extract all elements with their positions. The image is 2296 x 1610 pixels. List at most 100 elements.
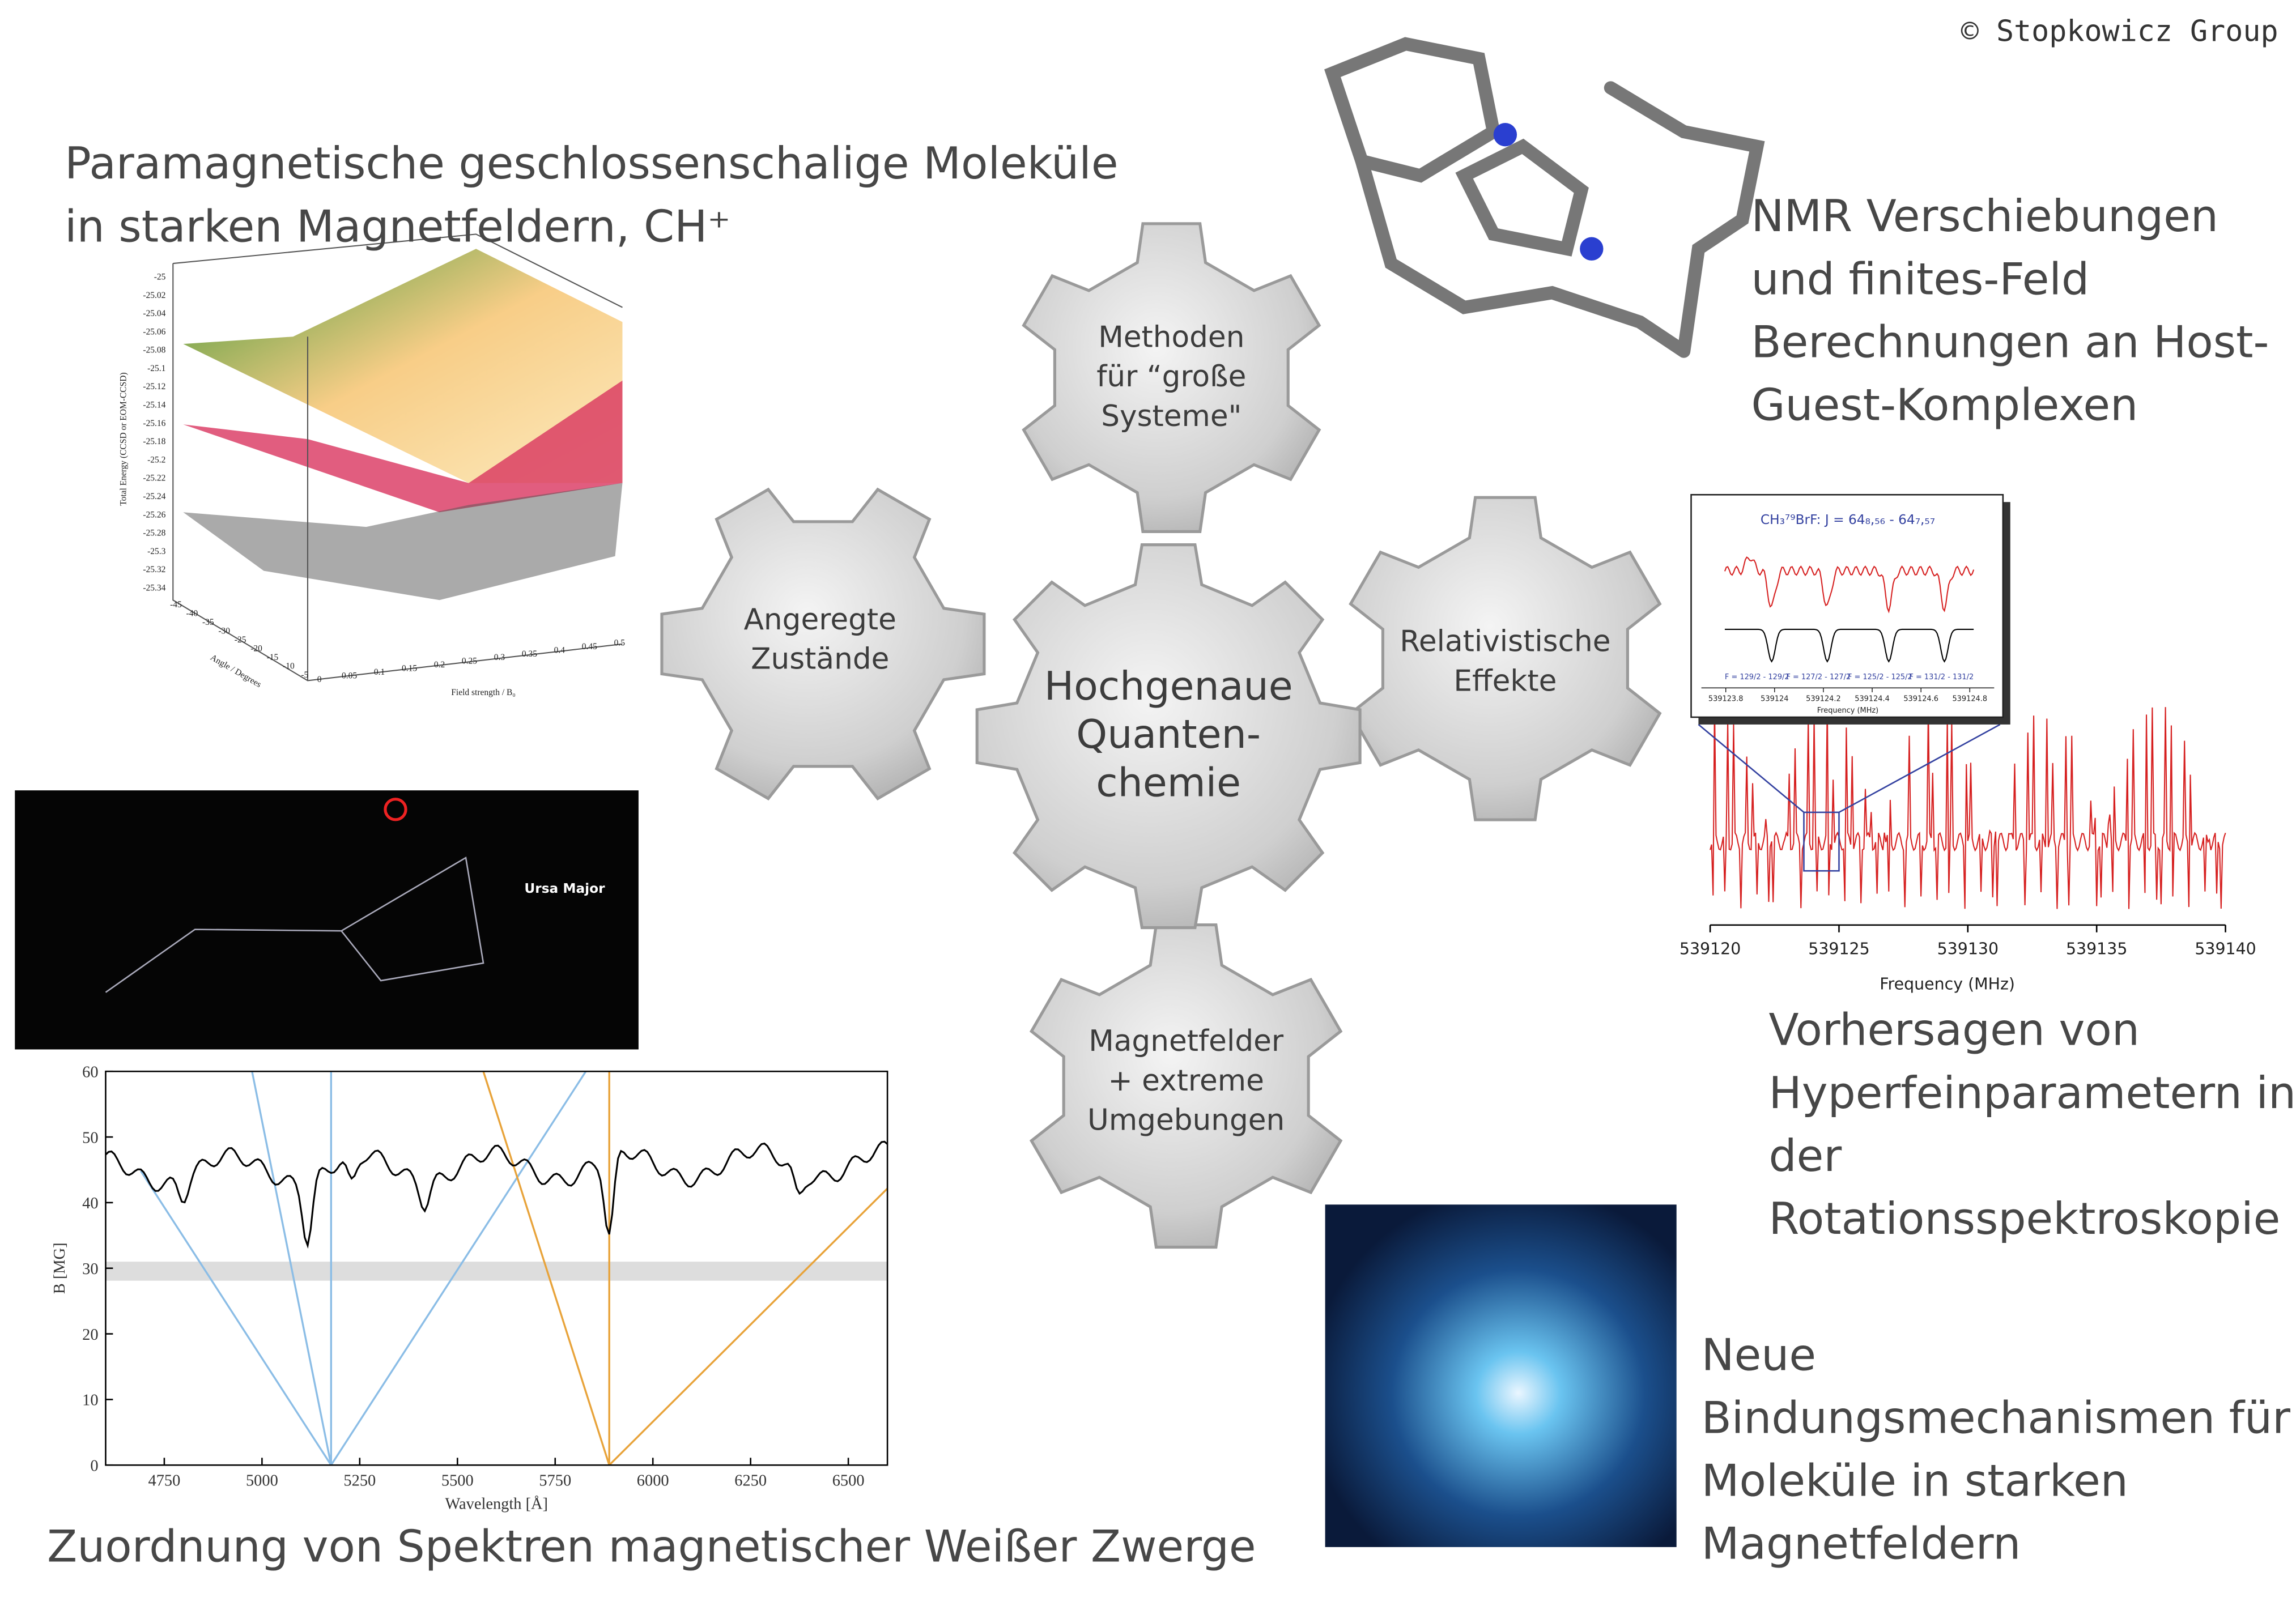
x-tick-label: 5750 bbox=[539, 1472, 571, 1489]
y-tick-label: -25.2 bbox=[147, 455, 165, 465]
y-tick-label: 50 bbox=[82, 1129, 98, 1147]
peak-label: F = 129/2 - 129/2 bbox=[1725, 673, 1789, 682]
text-line: Moleküle in starken bbox=[1702, 1455, 2128, 1506]
y-tick-label: -25.04 bbox=[143, 309, 165, 318]
z-tick-label: -45 bbox=[170, 600, 182, 610]
text-line: Bindungsmechanismen für bbox=[1702, 1392, 2291, 1443]
y-axis-label: B [MG] bbox=[51, 1242, 69, 1294]
y-tick-label: -25.24 bbox=[143, 492, 165, 501]
text-line: Quanten- bbox=[1076, 712, 1261, 757]
surface-plot-image: -25 -25.02 -25.04 -25.06 -25.08 -25.1 -25.12 -2… bbox=[119, 233, 625, 697]
z-tick-label: -40 bbox=[186, 609, 198, 619]
sky-map-image: Ursa Major bbox=[15, 790, 639, 1050]
text-line: Neue bbox=[1702, 1330, 1816, 1381]
z-tick-label: -20 bbox=[250, 644, 262, 654]
y-tick-label: -25.22 bbox=[143, 474, 165, 483]
y-tick-label: -25.08 bbox=[143, 346, 165, 355]
x-tick-label: 539125 bbox=[1808, 940, 1869, 959]
inset-x-tick-label: 539124.8 bbox=[1952, 695, 1987, 704]
nebula-image bbox=[1325, 1204, 1677, 1547]
inset-x-tick-label: 539124.2 bbox=[1806, 695, 1841, 704]
z-tick-label: -15 bbox=[267, 653, 279, 662]
x-tick-label: 0.3 bbox=[494, 653, 505, 662]
y-tick-label: 60 bbox=[82, 1064, 98, 1081]
model-line bbox=[140, 1170, 332, 1466]
text-line: Paramagnetische geschlossenschalige Mole… bbox=[65, 138, 1118, 189]
inset-x-tick-label: 539124.6 bbox=[1903, 695, 1938, 704]
model-line bbox=[251, 1071, 332, 1466]
x-tick-label: 5500 bbox=[441, 1472, 474, 1489]
text-line: Magnetfelder bbox=[1089, 1024, 1284, 1058]
x-tick-label: 0.35 bbox=[522, 649, 537, 659]
peak-label: F = 131/2 - 131/2 bbox=[1909, 673, 1974, 682]
y-tick-label: 0 bbox=[90, 1458, 98, 1475]
spectrum-line bbox=[105, 1140, 888, 1249]
text-line: Relativistische bbox=[1400, 625, 1610, 659]
text-line: und finites-Feld bbox=[1751, 254, 2089, 305]
text-line: Magnetfeldern bbox=[1702, 1519, 2021, 1570]
model-line bbox=[482, 1071, 610, 1466]
inset-exp bbox=[1724, 556, 1975, 614]
text-line: Angeregte bbox=[744, 603, 896, 637]
x-tick-label: 5000 bbox=[246, 1472, 278, 1489]
y-tick-label: -25.28 bbox=[143, 529, 165, 538]
y-tick-label: -25 bbox=[154, 272, 166, 282]
x-tick-label: 539120 bbox=[1680, 940, 1741, 959]
x-tick-label: 6250 bbox=[734, 1472, 767, 1489]
text-line: Hyperfeinparametern in bbox=[1768, 1068, 2296, 1119]
x-tick-label: 6000 bbox=[637, 1472, 669, 1489]
x-tick-label: 0.4 bbox=[554, 645, 566, 655]
x-tick-label: 0.05 bbox=[342, 671, 357, 681]
inset-x-tick-label: 539124.4 bbox=[1855, 695, 1890, 704]
zoom-lines bbox=[1698, 723, 2001, 813]
gear bbox=[975, 543, 1362, 930]
y-tick-label: -25.34 bbox=[143, 583, 165, 593]
copyright: © Stopkowicz Group bbox=[1961, 14, 2278, 48]
y-tick-label: -25.14 bbox=[143, 401, 165, 410]
x-axis-label: Wavelength [Å] bbox=[445, 1496, 549, 1513]
z-tick-label: -10 bbox=[283, 662, 295, 671]
text-line: NMR Verschiebungen bbox=[1751, 191, 2218, 242]
z-tick-label: -25 bbox=[235, 635, 246, 645]
y-tick-label: -25.18 bbox=[143, 437, 165, 446]
peak-label: F = 125/2 - 125/2 bbox=[1848, 673, 1912, 682]
y-tick-label: 30 bbox=[82, 1260, 98, 1278]
text-line: in starken Magnetfeldern, CH⁺ bbox=[65, 201, 730, 252]
x-tick-label: 0.1 bbox=[374, 667, 385, 677]
gear bbox=[1029, 923, 1343, 1249]
y-tick-label: -25.02 bbox=[143, 291, 165, 300]
x-tick-label: 539135 bbox=[2066, 940, 2127, 959]
text-line: Methoden bbox=[1098, 320, 1244, 354]
text-line: der bbox=[1768, 1131, 1842, 1182]
text-line: Zuordnung von Spektren magnetischer Weiß… bbox=[47, 1522, 1256, 1573]
molecule-image bbox=[1324, 37, 1765, 358]
x-tick-label: 0 bbox=[317, 675, 322, 684]
y-tick-label: 10 bbox=[82, 1392, 98, 1409]
inset-x-tick-label: 539124 bbox=[1761, 695, 1788, 704]
zoom-box bbox=[1803, 811, 1840, 872]
text-line: Systeme" bbox=[1101, 399, 1241, 433]
text-line: Guest-Komplexen bbox=[1751, 380, 2138, 431]
white-dwarf-plot: 4750 5000 5250 5500 5750 6000 6250 6500 0 10 20 30 4… bbox=[51, 1064, 888, 1513]
x-tick-label: 5250 bbox=[343, 1472, 376, 1489]
inset bbox=[1690, 493, 2004, 718]
y-tick-label: -25.1 bbox=[147, 364, 165, 373]
spectrum-line bbox=[1710, 701, 2226, 909]
x-tick-label: 0.15 bbox=[402, 664, 417, 674]
y-tick-label: -25.16 bbox=[143, 419, 165, 428]
y-tick-label: -25.3 bbox=[147, 547, 166, 556]
text-line: chemie bbox=[1096, 760, 1241, 806]
text-line: Berechnungen an Host- bbox=[1751, 317, 2269, 368]
x-tick-label: 0.25 bbox=[462, 657, 477, 666]
y-tick-label: -25.26 bbox=[143, 510, 165, 519]
x-axis-label: Frequency (MHz) bbox=[1880, 975, 2015, 994]
x-tick-label: 539130 bbox=[1937, 940, 1999, 959]
sky-label: Ursa Major bbox=[524, 881, 605, 896]
y-tick-label: 40 bbox=[82, 1195, 98, 1212]
y-tick-label: -25.12 bbox=[143, 382, 165, 391]
z-tick-label: -35 bbox=[202, 617, 214, 627]
text-line: für “große bbox=[1096, 360, 1246, 394]
text-line: Hochgenaue bbox=[1044, 663, 1293, 709]
x-tick-label: 4750 bbox=[148, 1472, 181, 1489]
